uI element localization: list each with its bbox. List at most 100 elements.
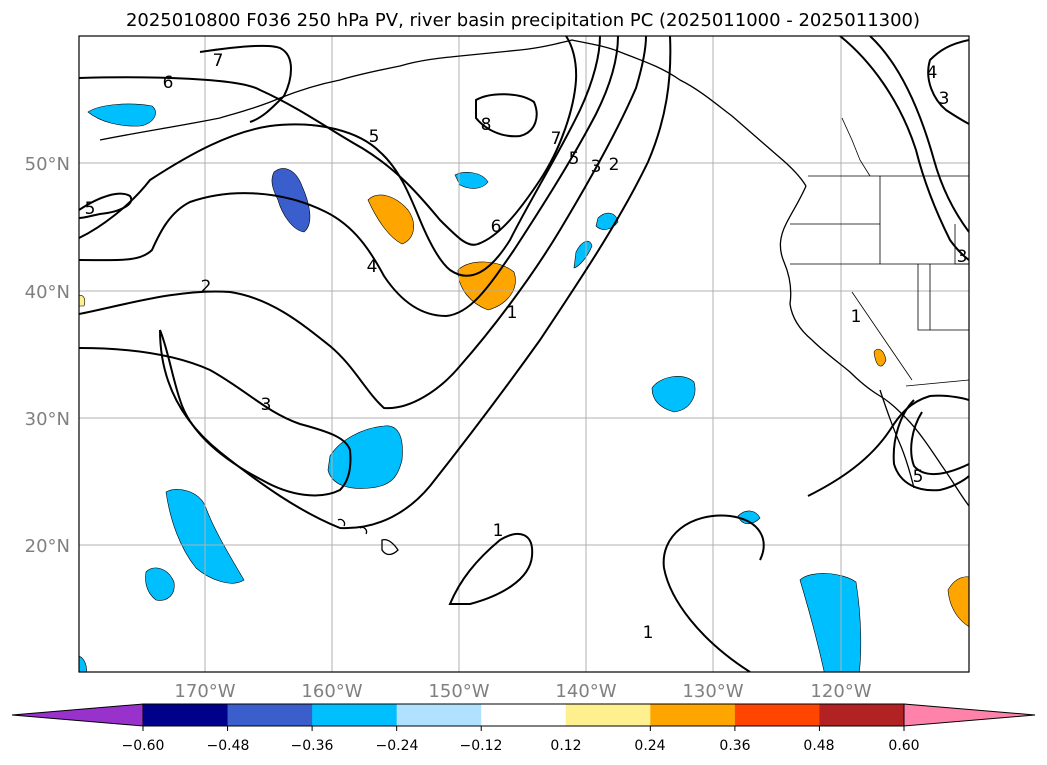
contour-label: 6 [491,217,502,237]
shading-neg-southwest-b [145,567,175,601]
colorbar-tick-label: 0.48 [803,738,834,754]
shading-neg-mexico [799,573,862,672]
colorbar-tick-label: −0.12 [460,738,503,754]
map-frame [78,35,970,673]
lat-label: 20°N [25,536,70,557]
colorbar-tick-label: 0.36 [719,738,750,754]
colorbar-tick-label: −0.48 [207,738,250,754]
colorbar-tick-label: 0.24 [634,738,665,754]
colorbar-extend-min [11,703,144,727]
contour-label: 1 [507,303,518,323]
lon-label: 170°W [174,681,235,702]
shading-neg-east-pacific [651,376,696,413]
shading-pos-california [873,348,887,367]
shading-neg-aleutians [87,103,156,127]
shading-neg-mid-pacific-b [573,240,593,269]
coastlines-layer [99,39,969,556]
colorbar-outline [142,703,905,727]
pv-contours-layer [79,36,969,672]
map-title: 2025010800 F036 250 hPa PV, river basin … [126,10,920,31]
contour-label: 4 [927,63,938,83]
contour-label: 3 [261,395,272,415]
colorbar-segment [143,704,229,726]
pv-contour-labels: 6 7 5 8 7 5 3 2 6 5 2 4 1 3 1 1 4 3 3 1 … [85,51,968,643]
colorbar-segment [650,704,736,726]
colorbar-extend-max [903,703,1036,727]
contour-label: 8 [481,115,492,135]
longitude-labels: 170°W 160°W 150°W 140°W 130°W 120°W [174,681,871,702]
contour-label: 5 [913,467,924,487]
pv-contour-east-3 [927,39,969,125]
shading-pos-edge [79,295,86,307]
contour-label: 7 [213,51,224,71]
lon-label: 140°W [555,681,616,702]
contour-label: 7 [551,129,562,149]
lon-label: 130°W [682,681,743,702]
colorbar-tick-labels: −0.60 −0.48 −0.36 −0.24 −0.12 0.12 0.24 … [122,738,920,754]
pv-contour-2 [79,36,647,410]
pv-contour-5b [79,36,601,277]
latitude-labels: 50°N 40°N 30°N 20°N [25,154,70,557]
colorbar-tick-label: −0.60 [122,738,165,754]
shading-neg-gulf-of-alaska [454,172,489,189]
border-us-mexico [905,379,969,387]
lon-label: 150°W [428,681,489,702]
map-plot-area: 6 7 5 8 7 5 3 2 6 5 2 4 1 3 1 1 4 3 3 1 … [79,36,969,672]
coastline-alaska-south [459,39,807,187]
political-borders-layer [790,117,969,387]
shading-neg-hawaii-north [327,425,403,489]
contour-label: 2 [201,277,212,297]
map-gridlines [79,36,969,672]
pv-contour-1-east [662,514,765,672]
colorbar-tick-label: 0.60 [888,738,919,754]
contour-label: 5 [369,127,380,147]
pv-contour-east-arc [839,36,969,261]
contour-label: 2 [609,155,620,175]
colorbar-segment [734,704,820,726]
contour-label: 4 [367,257,378,277]
lon-label: 160°W [301,681,362,702]
colorbar-segment [312,704,398,726]
shading-pos-central [367,194,414,245]
colorbar-ticks [142,726,905,731]
pv-contour-4 [79,36,619,318]
pv-contour-trough-2 [910,411,969,475]
shading-neg-corner [79,655,87,672]
coastline-aleutians [99,55,461,141]
coastline-pacific-northwest [779,185,907,419]
lat-label: 50°N [25,154,70,175]
border-alaska [841,117,871,177]
colorbar-segment [227,704,313,726]
pv-contour-1 [159,36,672,530]
contour-label: 5 [85,199,96,219]
pv-contour-1-south [448,532,534,605]
contour-label: 5 [569,149,580,169]
colorbar: −0.60 −0.48 −0.36 −0.24 −0.12 0.12 0.24 … [11,703,1036,754]
pv-contour-1-southeast [807,394,969,497]
coastline-baja [879,389,915,489]
contour-label: 1 [643,623,654,643]
lat-label: 40°N [25,282,70,303]
contour-label: 3 [939,89,950,109]
contour-label: 3 [591,157,602,177]
pv-contour-east-arc-2 [869,36,969,233]
colorbar-segment [565,704,651,726]
contour-label: 1 [851,307,862,327]
contour-label: 1 [493,521,504,541]
pv-contour-8 [475,93,538,138]
colorbar-tick-label: 0.12 [550,738,581,754]
contour-label: 6 [163,73,174,93]
colorbar-segment [481,704,567,726]
pv-contour-7 [199,44,292,123]
border-states-row-1 [790,176,969,331]
shading-pos-far-east [947,576,969,628]
pv-contour-trough-1 [892,399,969,492]
colorbar-segments [11,703,1036,727]
coastline-mexico [905,417,969,507]
shading-neg-west [271,168,311,233]
colorbar-segment [396,704,482,726]
colorbar-tick-label: −0.24 [376,738,419,754]
pv-contour-6 [79,36,578,246]
shading-pos-jet [457,261,516,311]
